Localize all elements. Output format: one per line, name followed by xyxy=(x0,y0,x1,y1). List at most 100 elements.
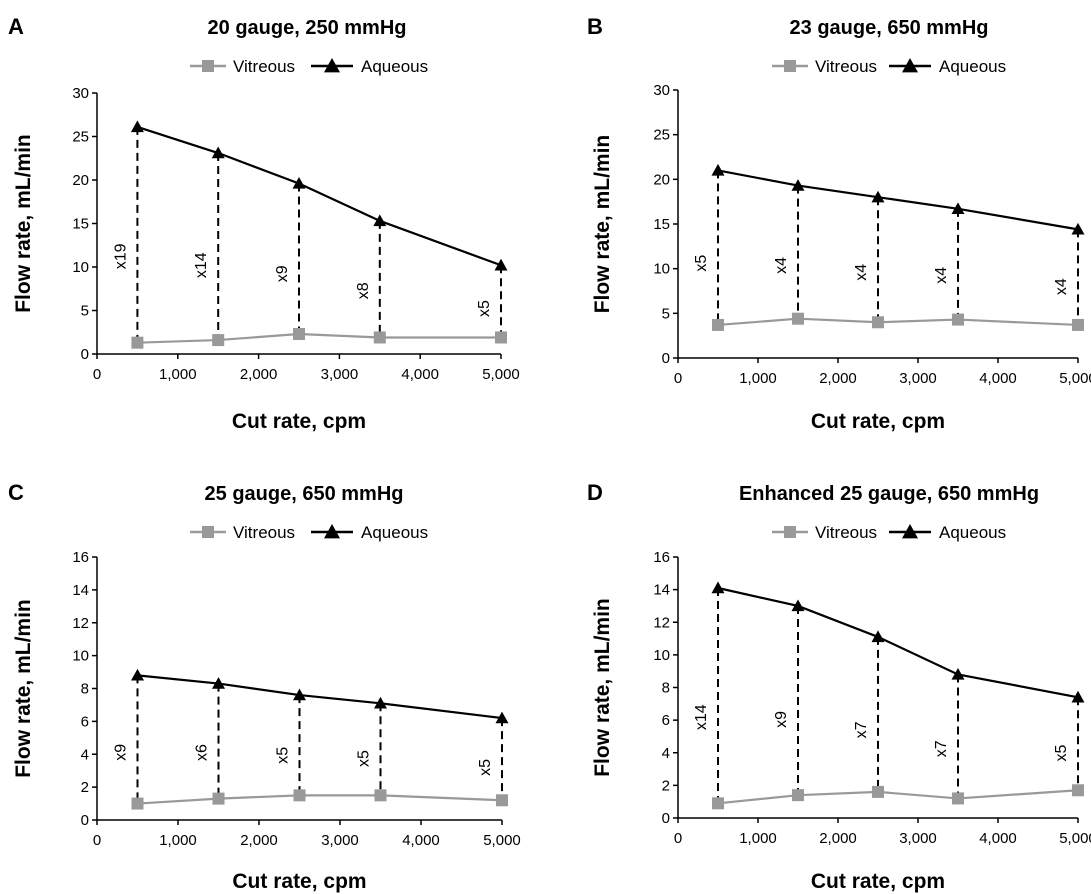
y-tick-label: 10 xyxy=(653,647,670,664)
y-tick-label: 15 xyxy=(72,216,89,233)
x-tick-label: 3,000 xyxy=(899,370,937,387)
chart-panel-b: B 23 gauge, 650 mmHg Vitreous Aqueous 0 5 10 15… xyxy=(587,14,1091,433)
x-tick-label: 5,000 xyxy=(1059,830,1091,847)
y-tick-label: 14 xyxy=(72,582,89,599)
legend-marker-vitreous xyxy=(202,526,214,538)
data-point-vitreous xyxy=(712,797,724,810)
data-point-vitreous xyxy=(131,797,144,810)
chart-panel-a: A 20 gauge, 250 mmHg Vitreous Aqueous 0 5 10 15… xyxy=(8,14,520,433)
ratio-annotation: x5 xyxy=(356,750,373,767)
y-tick-label: 8 xyxy=(662,680,670,697)
legend-marker-vitreous xyxy=(784,526,796,538)
data-point-aqueous xyxy=(1071,690,1085,703)
y-tick-label: 16 xyxy=(72,549,89,566)
y-tick-label: 15 xyxy=(653,216,670,233)
panel-letter: C xyxy=(8,480,24,505)
legend-label-vitreous: Vitreous xyxy=(233,57,295,76)
legend-marker-vitreous xyxy=(202,60,214,72)
ratio-annotation: x14 xyxy=(693,704,710,730)
x-tick-label: 0 xyxy=(93,366,101,383)
legend-label-aqueous: Aqueous xyxy=(361,57,428,76)
y-tick-label: 4 xyxy=(81,746,89,763)
ratio-annotation: x5 xyxy=(477,759,494,776)
ratio-annotation: x9 xyxy=(773,711,790,728)
x-tick-label: 1,000 xyxy=(159,366,197,383)
y-tick-label: 5 xyxy=(81,303,89,320)
x-tick-label: 1,000 xyxy=(739,830,777,847)
data-point-aqueous xyxy=(373,214,387,227)
y-tick-label: 20 xyxy=(72,172,89,189)
x-tick-label: 2,000 xyxy=(240,366,278,383)
data-point-vitreous xyxy=(872,785,884,798)
ratio-annotation: x9 xyxy=(274,265,291,282)
data-point-aqueous xyxy=(131,668,144,681)
data-point-vitreous xyxy=(792,312,804,325)
data-point-aqueous xyxy=(495,711,509,724)
x-tick-label: 2,000 xyxy=(240,832,278,849)
data-point-vitreous xyxy=(293,327,305,340)
y-tick-label: 12 xyxy=(72,615,89,632)
y-tick-label: 25 xyxy=(72,129,89,146)
data-point-aqueous xyxy=(711,581,725,594)
panel-letter: D xyxy=(587,480,603,505)
x-tick-label: 3,000 xyxy=(899,830,937,847)
y-tick-label: 20 xyxy=(653,171,670,188)
chart-panel-c: C 25 gauge, 650 mmHg Vitreous Aqueous 0 2 4 6 8 1… xyxy=(8,480,521,893)
x-axis-title: Cut rate, cpm xyxy=(811,410,945,433)
x-tick-label: 5,000 xyxy=(482,366,520,383)
ratio-annotation: x6 xyxy=(194,744,211,761)
y-tick-label: 2 xyxy=(662,777,670,794)
chart-title: 23 gauge, 650 mmHg xyxy=(790,17,989,39)
ratio-annotation: x7 xyxy=(933,740,950,757)
panel-letter: B xyxy=(587,14,603,39)
chart-panel-d: D Enhanced 25 gauge, 650 mmHg Vitreous Aque… xyxy=(587,480,1091,893)
data-point-aqueous xyxy=(293,688,306,701)
x-tick-label: 3,000 xyxy=(321,832,359,849)
x-tick-label: 4,000 xyxy=(401,366,439,383)
y-tick-label: 2 xyxy=(81,779,89,796)
data-point-aqueous xyxy=(130,120,144,133)
ratio-annotation: x5 xyxy=(476,300,493,317)
data-point-aqueous xyxy=(871,630,885,643)
x-tick-label: 1,000 xyxy=(739,370,777,387)
y-tick-label: 0 xyxy=(662,810,670,827)
data-point-vitreous xyxy=(373,331,386,344)
panel-letter: A xyxy=(8,14,24,39)
data-point-aqueous xyxy=(791,599,805,612)
legend-marker-aqueous xyxy=(324,524,340,539)
legend-marker-vitreous xyxy=(784,60,796,72)
data-point-vitreous xyxy=(212,792,225,805)
chart-title: Enhanced 25 gauge, 650 mmHg xyxy=(739,483,1039,505)
x-tick-label: 1,000 xyxy=(159,832,197,849)
y-tick-label: 8 xyxy=(81,681,89,698)
y-tick-label: 30 xyxy=(72,85,89,102)
ratio-annotation: x19 xyxy=(112,243,129,269)
ratio-annotation: x9 xyxy=(113,744,130,761)
x-tick-label: 5,000 xyxy=(1059,370,1091,387)
x-tick-label: 5,000 xyxy=(483,832,521,849)
series-line-vitreous xyxy=(717,789,1079,805)
ratio-annotation: x4 xyxy=(1053,278,1070,295)
y-tick-label: 4 xyxy=(662,745,670,762)
ratio-annotation: x4 xyxy=(853,264,870,281)
x-tick-label: 3,000 xyxy=(321,366,359,383)
x-tick-label: 4,000 xyxy=(402,832,440,849)
y-tick-label: 5 xyxy=(662,305,670,322)
x-tick-label: 0 xyxy=(674,370,682,387)
y-tick-label: 10 xyxy=(72,648,89,665)
data-point-aqueous xyxy=(292,176,306,189)
legend-label-vitreous: Vitreous xyxy=(815,57,877,76)
x-axis-title: Cut rate, cpm xyxy=(811,870,945,893)
data-point-aqueous xyxy=(791,179,805,191)
x-tick-label: 0 xyxy=(674,830,682,847)
data-point-vitreous xyxy=(131,336,144,349)
y-axis-title: Flow rate, mL/min xyxy=(591,135,614,314)
legend-label-aqueous: Aqueous xyxy=(939,57,1006,76)
legend-label-aqueous: Aqueous xyxy=(361,523,428,542)
y-axis-title: Flow rate, mL/min xyxy=(12,599,35,778)
data-point-vitreous xyxy=(872,316,884,329)
y-tick-label: 30 xyxy=(653,82,670,99)
data-point-vitreous xyxy=(712,318,724,331)
ratio-annotation: x4 xyxy=(933,267,950,284)
